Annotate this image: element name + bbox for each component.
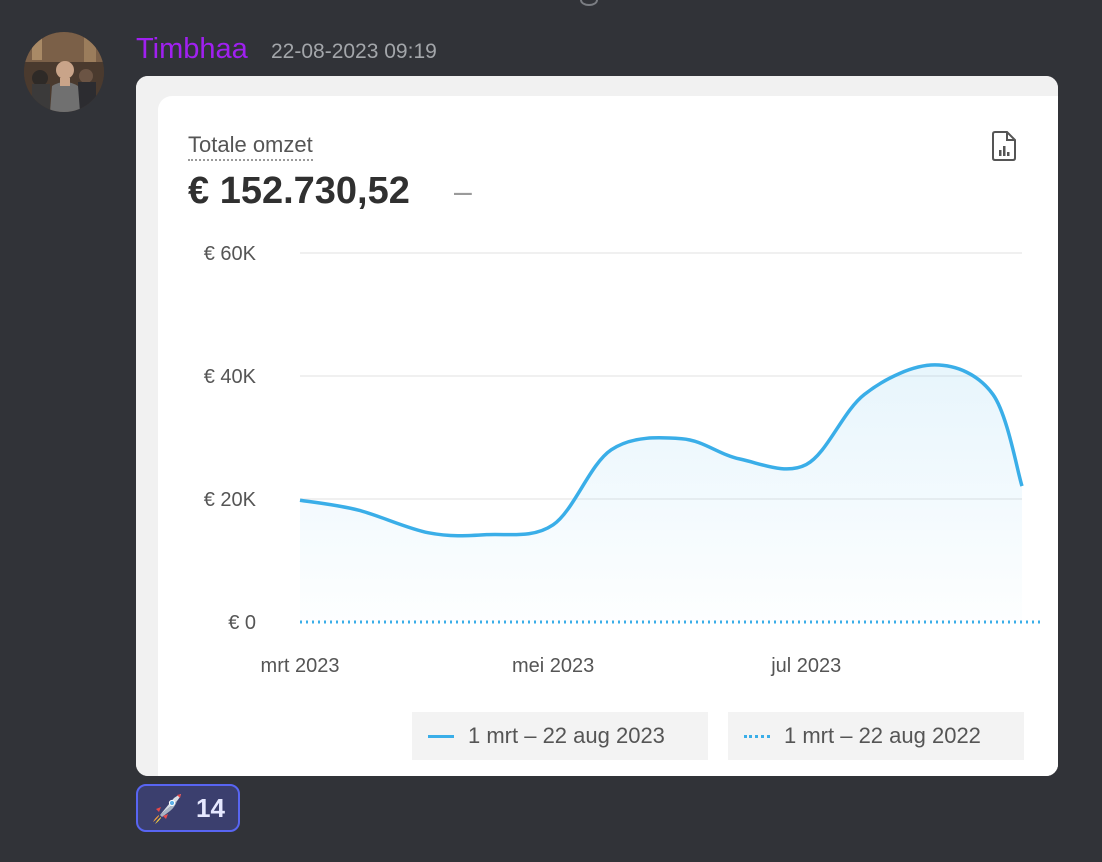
revenue-card: Totale omzet € 152.730,52 – € 0 € 20K €: [158, 96, 1058, 776]
y-tick-label: € 60K: [204, 243, 257, 265]
report-file-icon[interactable]: [990, 130, 1018, 162]
avatar-photo: [24, 32, 104, 112]
y-axis-ticks: € 0 € 20K € 40K € 60K: [204, 243, 257, 634]
legend-label-previous: 1 mrt – 22 aug 2022: [784, 723, 981, 748]
cutoff-glyph: [580, 0, 598, 6]
legend-label-current: 1 mrt – 22 aug 2023: [468, 723, 665, 748]
y-tick-label: € 20K: [204, 489, 257, 511]
y-tick-label: € 0: [228, 612, 256, 634]
legend-solid-swatch: [428, 734, 454, 738]
reaction-button[interactable]: 14: [136, 784, 240, 832]
legend-item-current[interactable]: 1 mrt – 22 aug 2023: [412, 712, 708, 760]
x-tick-label: jul 2023: [770, 655, 841, 677]
image-embed[interactable]: Totale omzet € 152.730,52 – € 0 € 20K €: [136, 76, 1058, 776]
x-tick-label: mei 2023: [512, 655, 594, 677]
revenue-line-chart: € 0 € 20K € 40K € 60K mrt 2023 mei 2023 jul 2…: [204, 243, 1042, 677]
card-title[interactable]: Totale omzet: [188, 132, 313, 161]
legend-item-previous[interactable]: 1 mrt – 22 aug 2022: [728, 712, 1024, 760]
change-indicator: –: [454, 173, 472, 209]
x-tick-label: mrt 2023: [261, 655, 340, 677]
chart-series: [299, 363, 1042, 624]
rocket-icon: [153, 794, 181, 824]
x-axis-ticks: mrt 2023 mei 2023 jul 2023: [261, 655, 842, 677]
username[interactable]: Timbhaa: [136, 33, 248, 65]
legend-dotted-swatch: [744, 734, 770, 738]
timestamp: 22-08-2023 09:19: [271, 40, 437, 63]
y-tick-label: € 40K: [204, 366, 257, 388]
total-revenue-value: € 152.730,52: [188, 170, 410, 212]
reaction-count: 14: [196, 792, 225, 823]
avatar[interactable]: [24, 32, 104, 112]
series-line-current-year: [299, 363, 1024, 538]
series-area-current-year: [300, 364, 1022, 622]
